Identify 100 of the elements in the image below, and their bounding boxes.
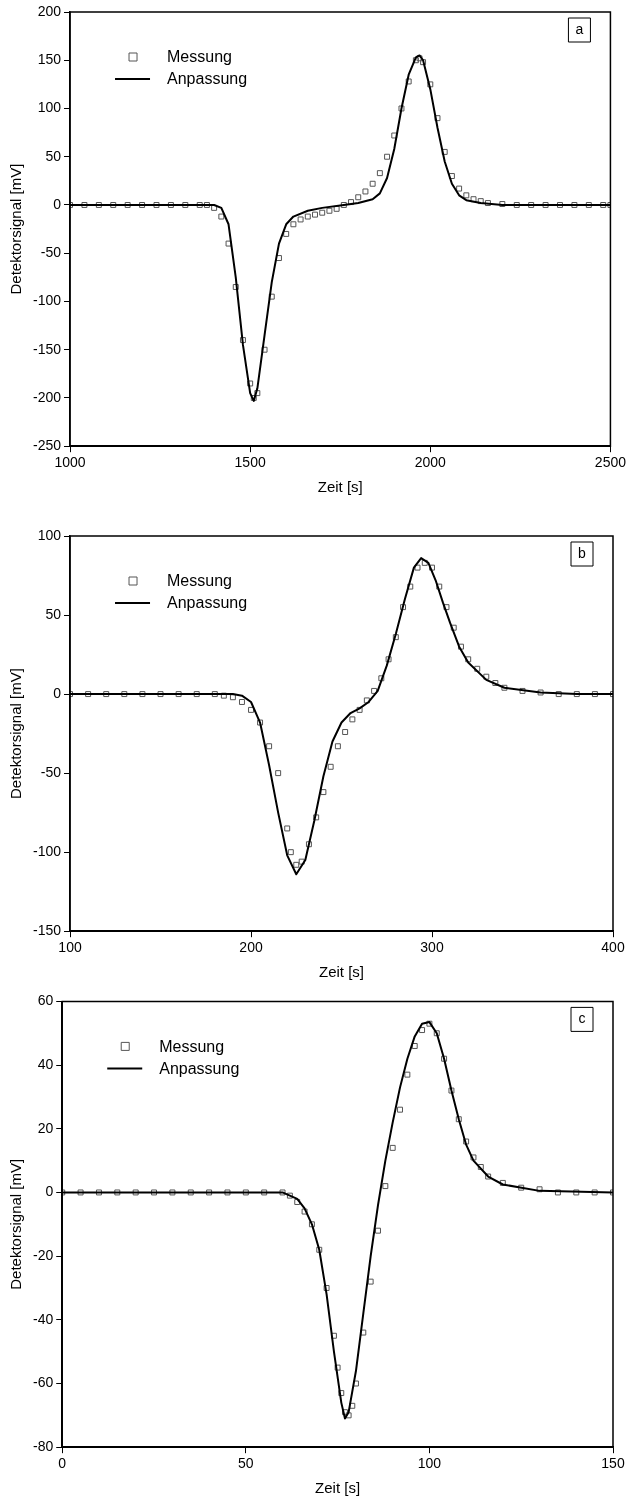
point bbox=[421, 559, 428, 566]
point bbox=[242, 1189, 249, 1196]
point bbox=[257, 719, 264, 726]
point bbox=[463, 1138, 470, 1145]
point bbox=[382, 1183, 389, 1190]
point bbox=[349, 716, 356, 723]
point bbox=[275, 770, 282, 777]
point bbox=[470, 1154, 477, 1161]
point bbox=[371, 687, 378, 694]
y-tick-label: -50 bbox=[40, 244, 62, 261]
y-tick-label: 20 bbox=[37, 1119, 54, 1136]
y-tick-label: -100 bbox=[32, 843, 62, 860]
x-tick-label: 200 bbox=[239, 939, 263, 956]
point bbox=[169, 1189, 176, 1196]
legend-label: Anpassung bbox=[167, 70, 248, 88]
point bbox=[573, 691, 580, 698]
point bbox=[392, 634, 399, 641]
point bbox=[483, 673, 490, 680]
x-tick-label: 50 bbox=[238, 1455, 254, 1472]
point bbox=[375, 1227, 381, 1234]
point bbox=[313, 814, 320, 821]
point bbox=[175, 691, 182, 698]
point bbox=[485, 1173, 492, 1180]
point bbox=[455, 1116, 462, 1123]
y-tick-label: -100 bbox=[32, 292, 62, 309]
point bbox=[407, 583, 414, 590]
y-tick-label: 0 bbox=[45, 1183, 54, 1200]
y-axis-title: Detektorsignal [mV] bbox=[7, 1158, 25, 1290]
point bbox=[298, 858, 305, 865]
y-tick-label: 0 bbox=[53, 684, 62, 701]
point bbox=[193, 691, 200, 698]
point bbox=[443, 604, 450, 611]
point bbox=[293, 861, 300, 868]
x-tick-label: 400 bbox=[601, 939, 625, 956]
point bbox=[378, 675, 385, 682]
point bbox=[77, 1189, 84, 1196]
point bbox=[465, 656, 472, 663]
y-tick-label: -50 bbox=[40, 763, 62, 780]
point bbox=[426, 1020, 433, 1027]
point bbox=[279, 1189, 286, 1196]
y-tick-label: -80 bbox=[33, 1438, 54, 1455]
point bbox=[187, 1189, 194, 1196]
point bbox=[457, 643, 464, 650]
point bbox=[474, 665, 481, 672]
point bbox=[400, 604, 407, 611]
point bbox=[356, 706, 363, 713]
point bbox=[132, 1189, 139, 1196]
x-axis-title: Zeit [s] bbox=[319, 963, 365, 981]
point bbox=[404, 1071, 411, 1078]
point bbox=[353, 1380, 359, 1387]
point bbox=[85, 691, 92, 698]
point bbox=[338, 1390, 345, 1397]
point bbox=[414, 564, 421, 571]
point bbox=[261, 1189, 268, 1196]
y-tick-label: 0 bbox=[53, 195, 62, 212]
point bbox=[363, 697, 370, 704]
point bbox=[327, 763, 334, 770]
y-tick-label: 60 bbox=[37, 992, 54, 1009]
point bbox=[157, 691, 164, 698]
y-tick-label: 50 bbox=[45, 605, 62, 622]
y-tick-label: 40 bbox=[37, 1055, 54, 1072]
point bbox=[334, 743, 341, 750]
x-axis-title: Zeit [s] bbox=[315, 1479, 361, 1497]
point bbox=[139, 691, 146, 698]
point bbox=[103, 691, 110, 698]
x-tick-label: 300 bbox=[420, 939, 444, 956]
point bbox=[591, 1189, 598, 1196]
point bbox=[367, 1278, 374, 1285]
point bbox=[499, 1179, 506, 1186]
x-tick-label: 2500 bbox=[594, 454, 627, 471]
point bbox=[286, 1192, 293, 1199]
point bbox=[342, 729, 349, 735]
point bbox=[330, 1332, 337, 1339]
x-tick-label: 1500 bbox=[234, 454, 266, 471]
y-tick-label: -60 bbox=[33, 1374, 54, 1391]
point bbox=[450, 624, 457, 631]
point bbox=[536, 1186, 543, 1193]
point bbox=[419, 1027, 426, 1034]
point bbox=[519, 687, 526, 694]
point bbox=[266, 743, 273, 750]
point bbox=[151, 1189, 157, 1196]
point bbox=[591, 691, 598, 698]
point bbox=[114, 1189, 121, 1196]
point bbox=[345, 1412, 352, 1419]
y-tick-label: 200 bbox=[37, 2, 62, 19]
x-tick-label: 100 bbox=[417, 1455, 442, 1472]
annotation: b bbox=[578, 544, 587, 561]
point bbox=[287, 849, 294, 856]
point bbox=[441, 1055, 448, 1062]
point bbox=[305, 841, 312, 848]
legend-label: Messung bbox=[167, 48, 232, 66]
y-tick-label: 50 bbox=[45, 147, 62, 164]
point bbox=[385, 656, 392, 663]
y-axis-title: Detektorsignal [mV] bbox=[7, 668, 25, 800]
y-tick-label: 150 bbox=[37, 51, 62, 68]
x-tick-label: 150 bbox=[601, 1455, 625, 1472]
point bbox=[573, 1189, 580, 1196]
point bbox=[220, 692, 227, 699]
annotation: a bbox=[575, 20, 584, 37]
point bbox=[301, 1208, 308, 1215]
